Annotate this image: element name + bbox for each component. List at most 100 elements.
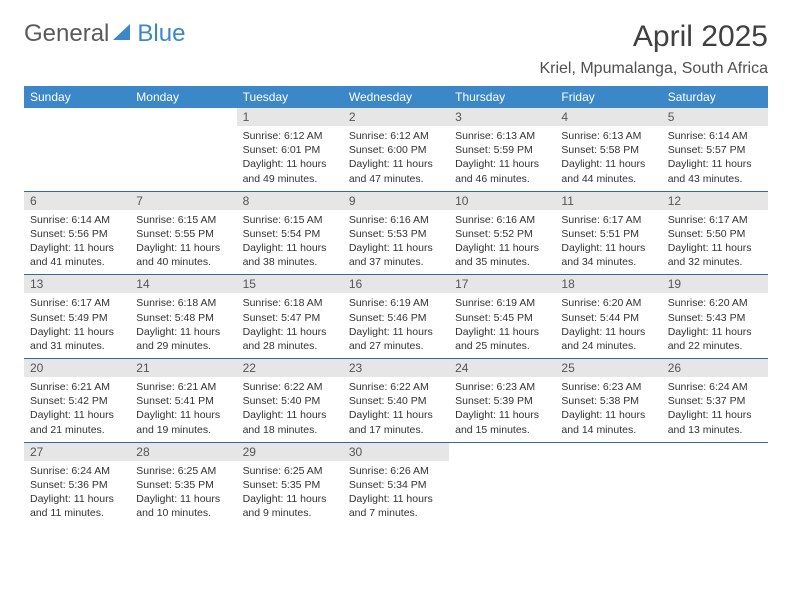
day-number: 25 [555, 359, 661, 377]
daylight: Daylight: 11 hours and 46 minutes. [455, 157, 549, 185]
calendar-day: 22Sunrise: 6:22 AMSunset: 5:40 PMDayligh… [237, 359, 343, 443]
calendar-day: 19Sunrise: 6:20 AMSunset: 5:43 PMDayligh… [662, 275, 768, 359]
sunrise: Sunrise: 6:13 AM [455, 129, 549, 143]
day-details: Sunrise: 6:15 AMSunset: 5:55 PMDaylight:… [130, 210, 236, 275]
day-details: Sunrise: 6:19 AMSunset: 5:46 PMDaylight:… [343, 293, 449, 358]
day-details: Sunrise: 6:13 AMSunset: 5:58 PMDaylight:… [555, 126, 661, 191]
sunset: Sunset: 5:38 PM [561, 394, 655, 408]
sunset: Sunset: 5:47 PM [243, 311, 337, 325]
day-number: 22 [237, 359, 343, 377]
sunrise: Sunrise: 6:23 AM [561, 380, 655, 394]
day-details: Sunrise: 6:22 AMSunset: 5:40 PMDaylight:… [237, 377, 343, 442]
daylight: Daylight: 11 hours and 7 minutes. [349, 492, 443, 520]
sunrise: Sunrise: 6:26 AM [349, 464, 443, 478]
weekday-header: Wednesday [343, 86, 449, 108]
sunrise: Sunrise: 6:25 AM [136, 464, 230, 478]
calendar-day: 6Sunrise: 6:14 AMSunset: 5:56 PMDaylight… [24, 191, 130, 275]
daylight: Daylight: 11 hours and 24 minutes. [561, 325, 655, 353]
day-details: Sunrise: 6:21 AMSunset: 5:41 PMDaylight:… [130, 377, 236, 442]
weekday-header: Friday [555, 86, 661, 108]
day-details: Sunrise: 6:17 AMSunset: 5:49 PMDaylight:… [24, 293, 130, 358]
sunset: Sunset: 5:34 PM [349, 478, 443, 492]
daylight: Daylight: 11 hours and 9 minutes. [243, 492, 337, 520]
calendar-day: 12Sunrise: 6:17 AMSunset: 5:50 PMDayligh… [662, 191, 768, 275]
sunset: Sunset: 5:50 PM [668, 227, 762, 241]
day-details: Sunrise: 6:22 AMSunset: 5:40 PMDaylight:… [343, 377, 449, 442]
day-number: 16 [343, 275, 449, 293]
calendar-day [662, 442, 768, 525]
weekday-header: Monday [130, 86, 236, 108]
day-number: 8 [237, 192, 343, 210]
calendar-week: 6Sunrise: 6:14 AMSunset: 5:56 PMDaylight… [24, 191, 768, 275]
calendar-day: 8Sunrise: 6:15 AMSunset: 5:54 PMDaylight… [237, 191, 343, 275]
calendar-day: 21Sunrise: 6:21 AMSunset: 5:41 PMDayligh… [130, 359, 236, 443]
sunrise: Sunrise: 6:17 AM [30, 296, 124, 310]
sunset: Sunset: 5:59 PM [455, 143, 549, 157]
sunrise: Sunrise: 6:18 AM [243, 296, 337, 310]
logo-text-1: General [24, 20, 109, 48]
calendar-week: 13Sunrise: 6:17 AMSunset: 5:49 PMDayligh… [24, 275, 768, 359]
sunrise: Sunrise: 6:24 AM [668, 380, 762, 394]
calendar-day: 28Sunrise: 6:25 AMSunset: 5:35 PMDayligh… [130, 442, 236, 525]
sunrise: Sunrise: 6:14 AM [668, 129, 762, 143]
calendar-day: 16Sunrise: 6:19 AMSunset: 5:46 PMDayligh… [343, 275, 449, 359]
daylight: Daylight: 11 hours and 28 minutes. [243, 325, 337, 353]
day-number: 11 [555, 192, 661, 210]
day-number: 6 [24, 192, 130, 210]
sunrise: Sunrise: 6:22 AM [349, 380, 443, 394]
sunrise: Sunrise: 6:21 AM [30, 380, 124, 394]
calendar-day: 15Sunrise: 6:18 AMSunset: 5:47 PMDayligh… [237, 275, 343, 359]
calendar-day: 10Sunrise: 6:16 AMSunset: 5:52 PMDayligh… [449, 191, 555, 275]
day-details: Sunrise: 6:21 AMSunset: 5:42 PMDaylight:… [24, 377, 130, 442]
daylight: Daylight: 11 hours and 32 minutes. [668, 241, 762, 269]
calendar-day: 11Sunrise: 6:17 AMSunset: 5:51 PMDayligh… [555, 191, 661, 275]
sunset: Sunset: 5:40 PM [243, 394, 337, 408]
daylight: Daylight: 11 hours and 49 minutes. [243, 157, 337, 185]
day-details: Sunrise: 6:18 AMSunset: 5:48 PMDaylight:… [130, 293, 236, 358]
header: General Blue April 2025 Kriel, Mpumalang… [24, 20, 768, 78]
sunset: Sunset: 5:35 PM [136, 478, 230, 492]
day-details: Sunrise: 6:17 AMSunset: 5:50 PMDaylight:… [662, 210, 768, 275]
day-number: 12 [662, 192, 768, 210]
day-details: Sunrise: 6:25 AMSunset: 5:35 PMDaylight:… [130, 461, 236, 526]
sunrise: Sunrise: 6:17 AM [668, 213, 762, 227]
daylight: Daylight: 11 hours and 43 minutes. [668, 157, 762, 185]
calendar-day: 9Sunrise: 6:16 AMSunset: 5:53 PMDaylight… [343, 191, 449, 275]
sunrise: Sunrise: 6:19 AM [349, 296, 443, 310]
day-number: 5 [662, 108, 768, 126]
day-number: 28 [130, 443, 236, 461]
page-title: April 2025 [539, 20, 768, 54]
day-number: 13 [24, 275, 130, 293]
calendar-day: 23Sunrise: 6:22 AMSunset: 5:40 PMDayligh… [343, 359, 449, 443]
sunset: Sunset: 5:51 PM [561, 227, 655, 241]
day-number: 30 [343, 443, 449, 461]
sunrise: Sunrise: 6:20 AM [561, 296, 655, 310]
daylight: Daylight: 11 hours and 14 minutes. [561, 408, 655, 436]
day-number: 17 [449, 275, 555, 293]
calendar-week: 27Sunrise: 6:24 AMSunset: 5:36 PMDayligh… [24, 442, 768, 525]
calendar-day: 26Sunrise: 6:24 AMSunset: 5:37 PMDayligh… [662, 359, 768, 443]
day-number: 2 [343, 108, 449, 126]
daylight: Daylight: 11 hours and 38 minutes. [243, 241, 337, 269]
day-details: Sunrise: 6:23 AMSunset: 5:38 PMDaylight:… [555, 377, 661, 442]
sunrise: Sunrise: 6:15 AM [243, 213, 337, 227]
sunrise: Sunrise: 6:13 AM [561, 129, 655, 143]
daylight: Daylight: 11 hours and 35 minutes. [455, 241, 549, 269]
sunrise: Sunrise: 6:15 AM [136, 213, 230, 227]
sunset: Sunset: 5:37 PM [668, 394, 762, 408]
sunrise: Sunrise: 6:20 AM [668, 296, 762, 310]
day-details: Sunrise: 6:26 AMSunset: 5:34 PMDaylight:… [343, 461, 449, 526]
calendar-day [449, 442, 555, 525]
day-details: Sunrise: 6:23 AMSunset: 5:39 PMDaylight:… [449, 377, 555, 442]
day-number: 24 [449, 359, 555, 377]
daylight: Daylight: 11 hours and 47 minutes. [349, 157, 443, 185]
calendar-week: 1Sunrise: 6:12 AMSunset: 6:01 PMDaylight… [24, 108, 768, 191]
day-number: 26 [662, 359, 768, 377]
calendar-day: 7Sunrise: 6:15 AMSunset: 5:55 PMDaylight… [130, 191, 236, 275]
day-details: Sunrise: 6:15 AMSunset: 5:54 PMDaylight:… [237, 210, 343, 275]
daylight: Daylight: 11 hours and 29 minutes. [136, 325, 230, 353]
calendar-body: 1Sunrise: 6:12 AMSunset: 6:01 PMDaylight… [24, 108, 768, 525]
daylight: Daylight: 11 hours and 11 minutes. [30, 492, 124, 520]
calendar-day [555, 442, 661, 525]
daylight: Daylight: 11 hours and 18 minutes. [243, 408, 337, 436]
